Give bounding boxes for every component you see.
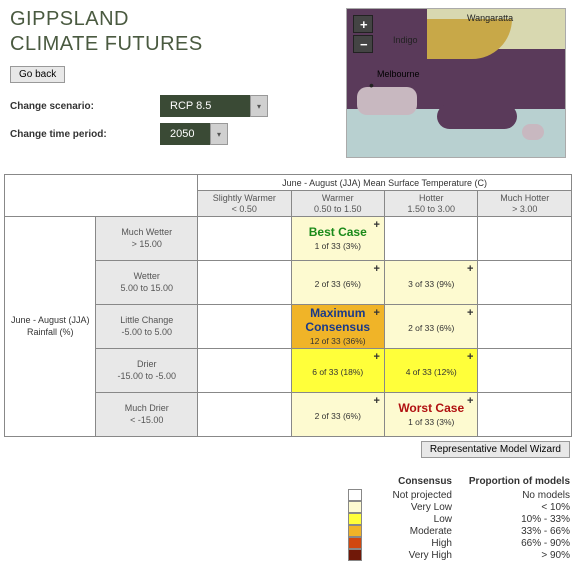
zoom-in-button[interactable]: + [353, 15, 373, 33]
scenario-select[interactable]: RCP 8.5 ▾ [160, 95, 268, 117]
expand-icon[interactable]: + [374, 307, 380, 319]
legend-proportion: 33% - 66% [460, 526, 570, 537]
legend-swatch [348, 537, 362, 549]
legend-proportion: 66% - 90% [460, 538, 570, 549]
matrix-col-header: Hotter1.50 to 3.00 [384, 191, 477, 217]
cell-tag: MaximumConsensus [292, 307, 384, 333]
matrix-row-header: Wetter5.00 to 15.00 [96, 261, 198, 305]
matrix-row-header: Much Wetter> 15.00 [96, 217, 198, 261]
cell-tag: Worst Case [385, 402, 477, 415]
matrix-row-header: Drier-15.00 to -5.00 [96, 349, 198, 393]
period-label: Change time period: [10, 129, 160, 140]
matrix-cell [198, 261, 291, 305]
cell-count: 4 of 33 (12%) [385, 367, 477, 377]
climate-matrix: June - August (JJA) Mean Surface Tempera… [4, 174, 572, 437]
matrix-cell[interactable]: +2 of 33 (6%) [291, 261, 384, 305]
period-select[interactable]: 2050 ▾ [160, 123, 228, 145]
matrix-cell[interactable]: +6 of 33 (18%) [291, 349, 384, 393]
zoom-out-button[interactable]: − [353, 35, 373, 53]
legend-header-consensus: Consensus [372, 476, 452, 489]
legend-label: Low [372, 514, 452, 525]
matrix-cell [384, 217, 477, 261]
matrix-cell[interactable]: +Worst Case 1 of 33 (3%) [384, 393, 477, 437]
cell-count: 2 of 33 (6%) [292, 279, 384, 289]
matrix-cell [478, 393, 572, 437]
matrix-row-super: June - August (JJA)Rainfall (%) [5, 217, 96, 437]
legend-header-proportion: Proportion of models [460, 476, 570, 489]
page-title-line2: CLIMATE FUTURES [10, 33, 268, 56]
matrix-cell[interactable]: +2 of 33 (6%) [291, 393, 384, 437]
page-title-line1: GIPPSLAND [10, 8, 268, 31]
expand-icon[interactable]: + [467, 307, 473, 319]
legend-swatch [348, 525, 362, 537]
expand-icon[interactable]: + [374, 351, 380, 363]
matrix-cell [478, 261, 572, 305]
matrix-cell[interactable]: +3 of 33 (9%) [384, 261, 477, 305]
legend-label: Very High [372, 550, 452, 561]
matrix-col-header: Slightly Warmer< 0.50 [198, 191, 291, 217]
legend-proportion: > 90% [460, 550, 570, 561]
matrix-cell[interactable]: +MaximumConsensus 12 of 33 (36%) [291, 305, 384, 349]
matrix-row-header: Much Drier< -15.00 [96, 393, 198, 437]
cell-count: 12 of 33 (36%) [292, 336, 384, 346]
legend-label: Very Low [372, 502, 452, 513]
consensus-legend: Consensus Proportion of models Not proje… [0, 476, 570, 561]
scenario-label: Change scenario: [10, 101, 160, 112]
matrix-cell [198, 305, 291, 349]
legend-proportion: < 10% [460, 502, 570, 513]
legend-proportion: No models [460, 490, 570, 501]
legend-proportion: 10% - 33% [460, 514, 570, 525]
cell-count: 2 of 33 (6%) [292, 411, 384, 421]
map-label-wangaratta: Wangaratta [467, 13, 513, 23]
matrix-cell[interactable]: +4 of 33 (12%) [384, 349, 477, 393]
model-wizard-button[interactable]: Representative Model Wizard [421, 441, 570, 458]
matrix-col-super: June - August (JJA) Mean Surface Tempera… [198, 175, 572, 191]
period-value: 2050 [160, 123, 210, 145]
matrix-col-header: Warmer0.50 to 1.50 [291, 191, 384, 217]
matrix-cell [478, 349, 572, 393]
legend-swatch [348, 501, 362, 513]
legend-swatch [348, 513, 362, 525]
map-label-indigo: Indigo [393, 35, 418, 45]
cell-count: 2 of 33 (6%) [385, 323, 477, 333]
legend-swatch [348, 549, 362, 561]
matrix-cell[interactable]: +2 of 33 (6%) [384, 305, 477, 349]
cell-count: 1 of 33 (3%) [292, 241, 384, 251]
legend-label: Moderate [372, 526, 452, 537]
expand-icon[interactable]: + [467, 351, 473, 363]
chevron-down-icon[interactable]: ▾ [210, 123, 228, 145]
matrix-col-header: Much Hotter> 3.00 [478, 191, 572, 217]
legend-swatch [348, 489, 362, 501]
map-label-melbourne: Melbourne [377, 69, 420, 79]
matrix-cell [198, 217, 291, 261]
expand-icon[interactable]: + [467, 263, 473, 275]
expand-icon[interactable]: + [374, 263, 380, 275]
region-map[interactable]: + − Wangaratta Indigo Melbourne • [346, 8, 566, 158]
matrix-cell[interactable]: +Best Case 1 of 33 (3%) [291, 217, 384, 261]
cell-count: 3 of 33 (9%) [385, 279, 477, 289]
expand-icon[interactable]: + [467, 395, 473, 407]
legend-label: High [372, 538, 452, 549]
matrix-cell [198, 393, 291, 437]
matrix-row-header: Little Change-5.00 to 5.00 [96, 305, 198, 349]
cell-tag: Best Case [292, 226, 384, 239]
matrix-cell [478, 217, 572, 261]
expand-icon[interactable]: + [374, 219, 380, 231]
matrix-cell [198, 349, 291, 393]
chevron-down-icon[interactable]: ▾ [250, 95, 268, 117]
expand-icon[interactable]: + [374, 395, 380, 407]
matrix-cell [478, 305, 572, 349]
cell-count: 1 of 33 (3%) [385, 417, 477, 427]
legend-label: Not projected [372, 490, 452, 501]
go-back-button[interactable]: Go back [10, 66, 65, 83]
scenario-value: RCP 8.5 [160, 95, 250, 117]
cell-count: 6 of 33 (18%) [292, 367, 384, 377]
